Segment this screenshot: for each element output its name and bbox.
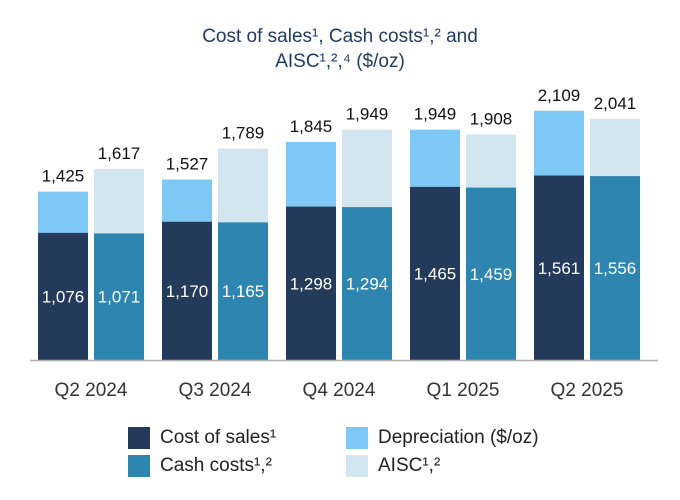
inner-label-right-2: 1,294: [346, 275, 389, 294]
bar-depreciation-0: [38, 191, 88, 233]
bar-cost-of-sales-2: [286, 206, 336, 360]
legend-label-cost-of-sales: Cost of sales¹: [160, 427, 277, 448]
inner-label-right-0: 1,071: [98, 288, 141, 307]
inner-label-left-1: 1,170: [166, 282, 209, 301]
legend-swatch-depreciation: [346, 427, 368, 449]
bar-cash-costs-2: [342, 207, 392, 360]
legend-item-depreciation: Depreciation ($/oz): [346, 424, 539, 452]
total-label-right-1: 1,789: [222, 124, 265, 143]
bar-cost-of-sales-4: [534, 175, 584, 360]
total-label-right-2: 1,949: [346, 105, 389, 124]
inner-label-right-3: 1,459: [470, 265, 513, 284]
bar-aisc-4: [590, 118, 640, 177]
total-label-right-4: 2,041: [594, 94, 637, 113]
inner-label-left-4: 1,561: [538, 259, 581, 278]
bar-cash-costs-4: [590, 176, 640, 360]
chart-title: Cost of sales¹, Cash costs¹,² and AISC¹,…: [0, 24, 680, 74]
category-label-3: Q1 2025: [427, 380, 500, 401]
inner-label-left-0: 1,076: [42, 287, 85, 306]
bar-depreciation-1: [162, 179, 212, 222]
legend-item-aisc: AISC¹,²: [346, 452, 440, 480]
legend-swatch-aisc: [346, 455, 368, 477]
category-label-0: Q2 2024: [55, 380, 128, 401]
chart-title-line-1: Cost of sales¹, Cash costs¹,² and: [202, 26, 478, 47]
total-label-left-1: 1,527: [166, 155, 209, 174]
total-label-left-2: 1,845: [290, 117, 333, 136]
bar-cost-of-sales-1: [162, 221, 212, 360]
legend-swatch-cash-costs: [128, 455, 150, 477]
bar-cash-costs-0: [94, 233, 144, 360]
legend-item-cash-costs: Cash costs¹,²: [128, 452, 272, 480]
inner-label-left-2: 1,298: [290, 274, 333, 293]
inner-label-right-1: 1,165: [222, 282, 265, 301]
bar-depreciation-3: [410, 129, 460, 187]
bar-cost-of-sales-3: [410, 186, 460, 360]
legend-swatch-cost-of-sales: [128, 427, 150, 449]
legend-label-cash-costs: Cash costs¹,²: [160, 455, 272, 476]
inner-label-left-3: 1,465: [414, 264, 457, 283]
bar-chart: 1,425 1,617 1,076 1,071 Q2 2024 1,527 1,789 1,1…: [30, 86, 658, 401]
bar-cash-costs-1: [218, 222, 268, 360]
chart-title-line-2: AISC¹,²,⁴ ($/oz): [275, 51, 405, 72]
legend: Cost of sales¹ Depreciation ($/oz) Cash …: [128, 424, 588, 480]
legend-item-cost-of-sales: Cost of sales¹: [128, 424, 276, 452]
total-label-left-4: 2,109: [538, 86, 581, 105]
legend-label-aisc: AISC¹,²: [378, 455, 441, 476]
bar-depreciation-2: [286, 141, 336, 207]
total-label-left-3: 1,949: [414, 105, 457, 124]
legend-label-depreciation: Depreciation ($/oz): [378, 427, 539, 448]
inner-label-right-4: 1,556: [594, 259, 637, 278]
bar-aisc-0: [94, 168, 144, 234]
category-label-4: Q2 2025: [551, 380, 624, 401]
total-label-left-0: 1,425: [42, 167, 85, 186]
bar-depreciation-4: [534, 110, 584, 176]
total-label-right-0: 1,617: [98, 144, 141, 163]
bar-aisc-3: [466, 134, 516, 188]
bar-cost-of-sales-0: [38, 232, 88, 360]
bar-cash-costs-3: [466, 187, 516, 360]
category-label-2: Q4 2024: [303, 380, 376, 401]
bar-aisc-2: [342, 129, 392, 208]
total-label-right-3: 1,908: [470, 110, 513, 129]
category-label-1: Q3 2024: [179, 380, 252, 401]
bar-aisc-1: [218, 148, 268, 223]
